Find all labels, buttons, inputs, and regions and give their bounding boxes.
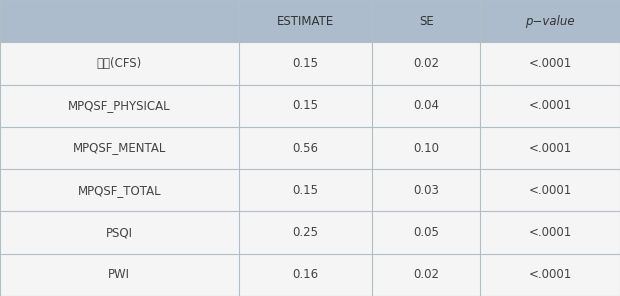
Text: 0.10: 0.10 — [414, 141, 439, 155]
Bar — [0, 0, 620, 42]
Text: 0.02: 0.02 — [414, 57, 439, 70]
Text: 0.15: 0.15 — [293, 99, 318, 112]
Text: <.0001: <.0001 — [529, 99, 572, 112]
Text: PSQI: PSQI — [106, 226, 133, 239]
Text: 0.02: 0.02 — [414, 268, 439, 281]
Text: 피로(CFS): 피로(CFS) — [97, 57, 142, 70]
Text: <.0001: <.0001 — [529, 141, 572, 155]
Text: 0.05: 0.05 — [414, 226, 439, 239]
Text: MPQSF_PHYSICAL: MPQSF_PHYSICAL — [68, 99, 171, 112]
Text: MPQSF_MENTAL: MPQSF_MENTAL — [73, 141, 166, 155]
Text: 0.15: 0.15 — [293, 184, 318, 197]
Text: 0.25: 0.25 — [293, 226, 318, 239]
Text: 0.16: 0.16 — [292, 268, 319, 281]
Text: p−value: p−value — [525, 15, 575, 28]
Text: <.0001: <.0001 — [529, 184, 572, 197]
Text: PWI: PWI — [108, 268, 130, 281]
Text: SE: SE — [419, 15, 433, 28]
Text: <.0001: <.0001 — [529, 226, 572, 239]
Text: 0.03: 0.03 — [414, 184, 439, 197]
Text: <.0001: <.0001 — [529, 57, 572, 70]
Text: MPQSF_TOTAL: MPQSF_TOTAL — [78, 184, 161, 197]
Text: 0.04: 0.04 — [414, 99, 439, 112]
Text: 0.56: 0.56 — [293, 141, 318, 155]
Text: ESTIMATE: ESTIMATE — [277, 15, 334, 28]
Bar — [0, 42, 620, 296]
Text: 0.15: 0.15 — [293, 57, 318, 70]
Text: <.0001: <.0001 — [529, 268, 572, 281]
